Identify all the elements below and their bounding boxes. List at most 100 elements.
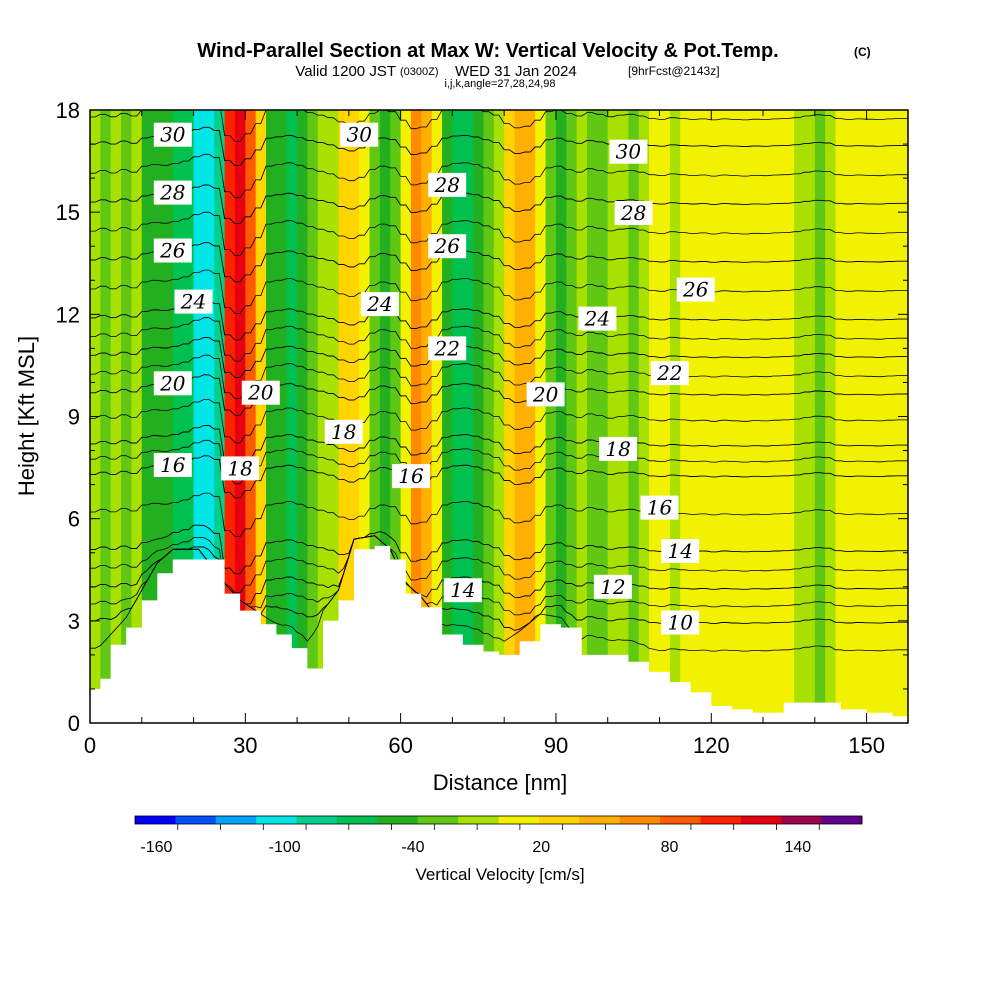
svg-text:20: 20 [159, 371, 186, 395]
valid-utc: (0300Z) [400, 66, 439, 78]
colorbar-swatch [377, 816, 419, 824]
isentrope-28 [90, 184, 908, 225]
velocity-band [845, 110, 857, 723]
velocity-band [348, 110, 360, 723]
isentrope-14 [90, 524, 908, 575]
velocity-band [783, 110, 795, 723]
svg-text:22: 22 [433, 336, 459, 360]
y-tick-label: 6 [68, 507, 80, 532]
velocity-band [887, 110, 899, 723]
velocity-band [193, 110, 205, 723]
isentrope-lines [90, 110, 908, 652]
velocity-band [576, 110, 588, 723]
velocity-band [700, 110, 712, 723]
velocity-band [690, 110, 702, 723]
velocity-band [400, 110, 412, 723]
velocity-band [442, 110, 453, 723]
x-tick-label: 60 [388, 733, 412, 758]
isentrope-26 [90, 242, 908, 283]
svg-text:20: 20 [532, 382, 559, 406]
isentrope-label-16: 16 [153, 453, 192, 477]
velocity-band [566, 110, 578, 723]
velocity-band [866, 110, 878, 723]
terrain-mask [90, 545, 908, 723]
colorbar-tick-label: -100 [269, 839, 301, 856]
velocity-band [359, 110, 371, 723]
velocity-band [286, 110, 298, 723]
svg-text:12: 12 [600, 575, 625, 599]
colorbar-tick-label: 80 [661, 839, 679, 856]
isentrope-label-30: 30 [340, 122, 379, 147]
y-tick-label: 3 [68, 609, 80, 634]
terrain-shape [90, 545, 908, 723]
velocity-band [524, 110, 536, 723]
velocity-band [876, 110, 888, 723]
velocity-band [731, 110, 743, 723]
x-tick-label: 150 [848, 733, 885, 758]
isentrope-label-28: 28 [153, 180, 192, 205]
isentrope-20 [90, 374, 908, 416]
velocity-fill [90, 110, 908, 723]
colorbar-swatch [700, 816, 742, 824]
isentrope-label-18: 18 [324, 419, 363, 444]
isentrope-label-26: 26 [153, 238, 192, 263]
svg-text:10: 10 [667, 611, 693, 635]
velocity-band [597, 110, 609, 723]
colorbar-swatch [579, 816, 621, 824]
isentrope-27 [90, 211, 908, 257]
svg-text:28: 28 [620, 201, 646, 225]
velocity-band [659, 110, 671, 723]
isentrope-label-16: 16 [640, 496, 679, 520]
colorbar-tick-label: 20 [532, 839, 550, 856]
velocity-band [297, 110, 309, 723]
velocity-band [152, 110, 164, 723]
isentrope-11 [90, 535, 908, 616]
velocity-band [338, 110, 350, 723]
velocity-band [545, 110, 557, 723]
svg-text:14: 14 [667, 539, 692, 563]
velocity-band [473, 110, 485, 723]
isentrope-label-26: 26 [676, 277, 715, 302]
svg-text:26: 26 [682, 278, 709, 302]
velocity-band [214, 110, 226, 723]
colorbar-swatch [781, 816, 823, 824]
isentrope-label-26: 26 [428, 234, 467, 259]
y-axis-ticks: 0 3 6 9 12 15 18 [56, 98, 908, 736]
isentrope-19 [90, 399, 908, 444]
colorbar-frame [134, 815, 863, 825]
svg-text:22: 22 [656, 361, 682, 385]
velocity-band [110, 110, 122, 723]
svg-text:14: 14 [450, 578, 475, 602]
isentrope-label-20: 20 [241, 380, 280, 405]
velocity-band [483, 110, 495, 723]
isentrope-label-12: 12 [593, 574, 632, 599]
svg-text:30: 30 [616, 140, 642, 164]
plot-area [90, 110, 908, 723]
x-axis-ticks: 0 30 60 90 120 150 [84, 110, 885, 758]
isentrope-label-24: 24 [360, 292, 399, 317]
velocity-band [804, 110, 816, 723]
velocity-band [141, 110, 153, 723]
x-axis-label: Distance [nm] [433, 770, 568, 795]
colorbar-swatch [175, 816, 217, 824]
chart-subtitle: Valid 1200 JST (0300Z) WED 31 Jan 2024 [… [295, 63, 719, 80]
isentrope-31 [90, 110, 908, 142]
velocity-band [100, 110, 112, 723]
y-axis-label: Height [Kft MSL] [14, 336, 39, 496]
isentrope-30 [90, 126, 908, 167]
colorbar-swatch [135, 816, 176, 824]
colorbar-swatch [458, 816, 499, 824]
svg-text:24: 24 [366, 292, 392, 316]
svg-text:24: 24 [180, 290, 206, 314]
svg-text:24: 24 [584, 307, 610, 331]
velocity-band [172, 110, 184, 723]
velocity-band [255, 110, 267, 723]
isentrope-23 [90, 317, 908, 362]
y-tick-label: 18 [56, 98, 80, 123]
velocity-band [680, 110, 692, 723]
colorbar-swatch [821, 816, 863, 824]
velocity-band [328, 110, 340, 723]
valid-date: WED 31 Jan 2024 [455, 63, 577, 80]
isentrope-label-18: 18 [599, 436, 638, 461]
